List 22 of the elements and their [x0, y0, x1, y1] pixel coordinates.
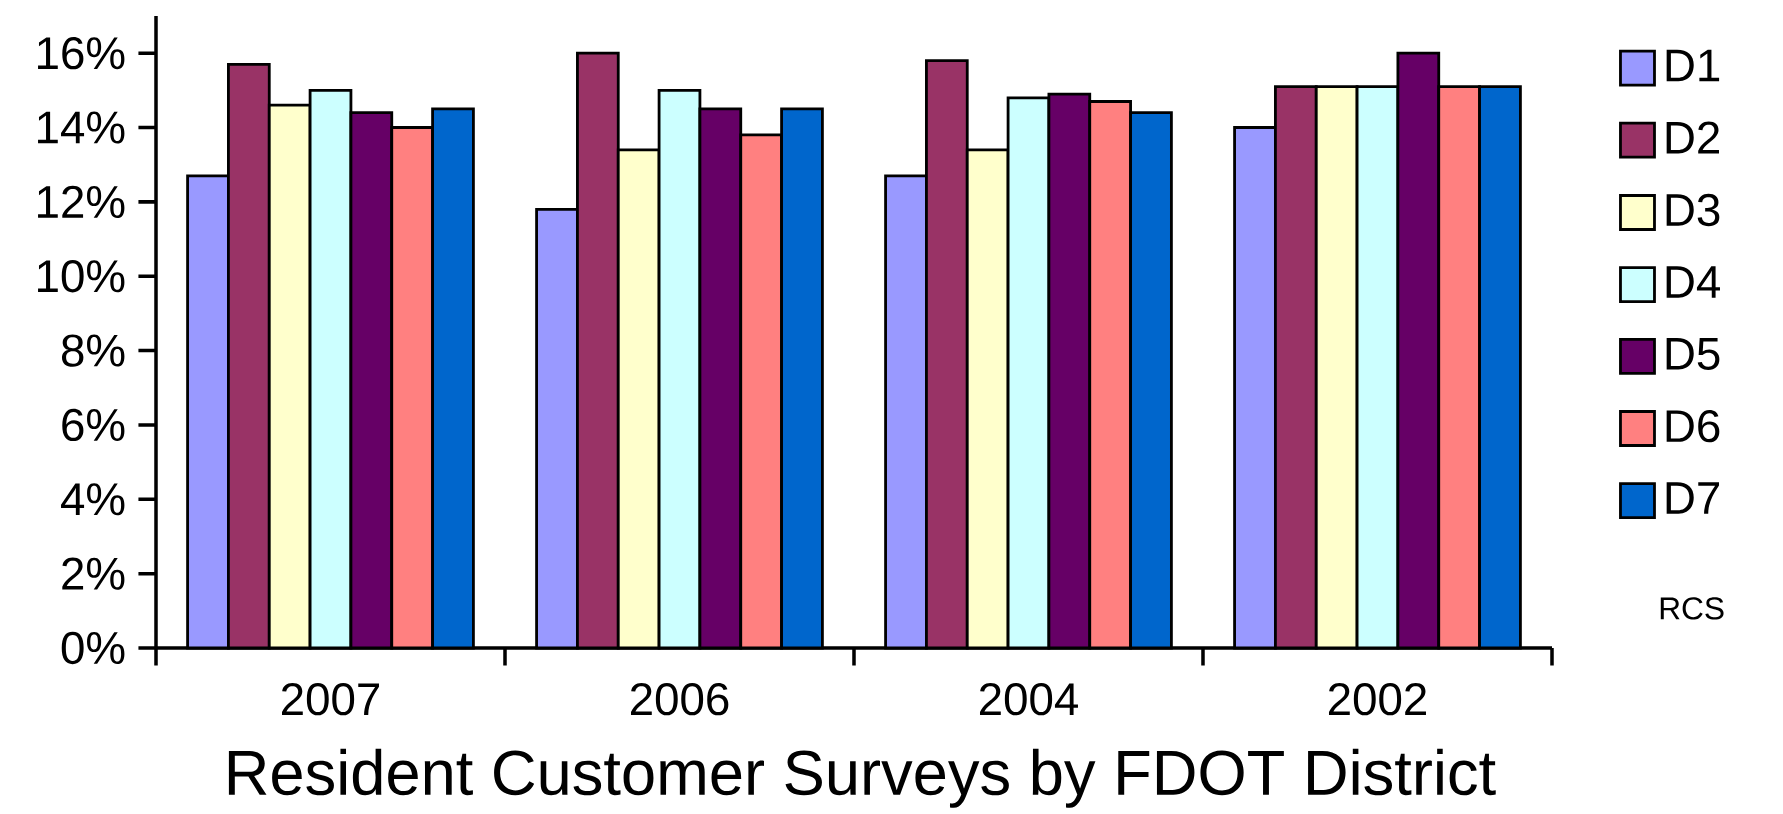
y-tick-label: 10% [38, 260, 125, 293]
y-tick-label: 4% [61, 483, 125, 516]
y-tick-label: 16% [38, 36, 125, 70]
legend-label: D4 [1666, 266, 1720, 298]
legend-label: D6 [1666, 409, 1720, 443]
legend-label: D3 [1666, 193, 1720, 227]
x-tick-label: 2004 [979, 682, 1078, 716]
x-tick-label: 2002 [1328, 682, 1426, 716]
text: Resident Customer Surveys by FDOT District [228, 748, 1496, 808]
legend-label: D5 [1666, 338, 1720, 370]
text: RCS [1660, 597, 1724, 620]
legend-label: D2 [1666, 121, 1719, 154]
y-tick-label: 14% [38, 111, 125, 144]
y-tick-label: 8% [61, 334, 125, 367]
y-tick-label: 0% [61, 631, 125, 665]
y-tick-label: 6% [62, 408, 125, 442]
x-tick-label: 2006 [631, 682, 729, 716]
legend-label: D7 [1666, 482, 1719, 514]
x-tick-label: 2007 [282, 682, 379, 716]
y-tick-label: 2% [62, 557, 125, 590]
legend-label: D1 [1666, 49, 1720, 82]
y-tick-label: 12% [38, 185, 125, 218]
